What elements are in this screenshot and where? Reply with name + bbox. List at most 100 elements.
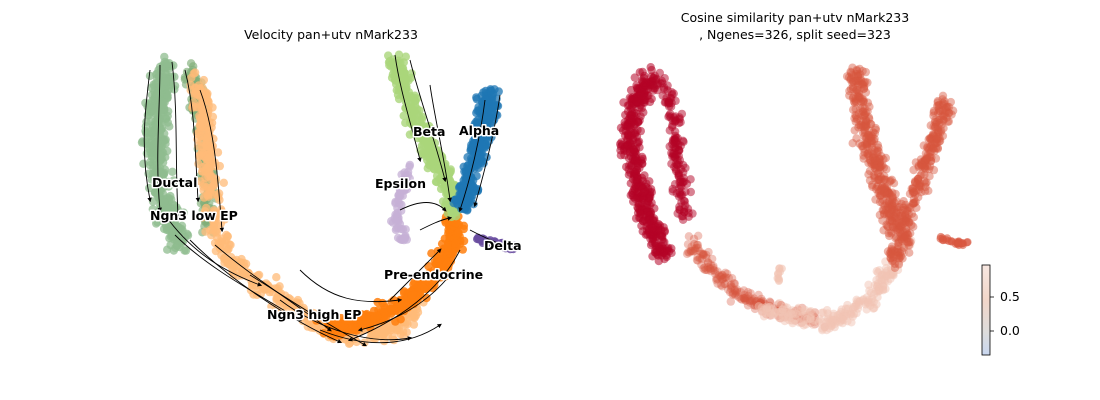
point-pre-endocrine <box>442 259 452 268</box>
point-ngn3-high-ep <box>237 271 247 280</box>
point-cosine-mid <box>954 239 963 248</box>
point-beta <box>399 111 408 121</box>
point-cosine-high <box>626 124 635 133</box>
colorbar-tick-label-high: 0.5 <box>1000 289 1020 304</box>
point-cosine-low <box>870 281 879 290</box>
point-ductal <box>155 114 164 123</box>
point-beta <box>415 117 425 126</box>
point-ngn3-high-ep <box>197 142 207 151</box>
point-beta <box>401 52 410 61</box>
point-alpha <box>474 163 483 173</box>
point-cosine-high <box>632 97 642 106</box>
point-beta <box>404 76 413 85</box>
point-cosine-mid <box>887 175 897 184</box>
point-pre-endocrine <box>357 310 366 319</box>
point-ductal <box>159 198 169 207</box>
point-alpha <box>466 127 475 136</box>
point-beta <box>401 103 410 113</box>
point-cosine-high <box>686 175 695 184</box>
point-ngn3-high-ep <box>209 134 218 143</box>
point-ductal <box>180 246 189 255</box>
point-ductal <box>164 107 173 116</box>
point-ngn3-high-ep <box>195 121 205 131</box>
point-cosine-mid <box>856 121 866 130</box>
point-cosine-mid <box>685 248 694 257</box>
velocity-streamlines <box>143 54 508 347</box>
point-ductal <box>168 167 177 176</box>
point-beta <box>423 164 432 173</box>
streamline <box>174 234 302 322</box>
point-cosine-mid <box>730 285 739 295</box>
point-cosine-low <box>770 308 780 317</box>
point-cosine-mid <box>848 139 857 148</box>
point-cosine-high <box>625 93 634 103</box>
point-ngn3-high-ep <box>236 258 245 267</box>
point-ngn3-high-ep <box>409 320 419 329</box>
point-cosine-mid <box>854 69 863 79</box>
point-cosine-low <box>806 314 815 324</box>
point-ngn3-high-ep <box>221 238 230 247</box>
velocity-title: Velocity pan+utv nMark233 <box>244 27 418 42</box>
point-beta <box>430 149 439 158</box>
point-cosine-mid <box>911 178 920 187</box>
point-ngn3-high-ep <box>205 126 214 135</box>
point-cosine-high <box>660 83 669 92</box>
point-alpha <box>472 93 481 102</box>
point-pre-endocrine <box>421 275 431 285</box>
point-cosine-high <box>646 62 655 72</box>
point-cosine-high <box>678 215 688 224</box>
point-ductal <box>152 219 161 228</box>
point-cosine-mid <box>922 178 931 187</box>
point-cosine-mid <box>854 109 864 118</box>
point-alpha <box>479 108 488 118</box>
point-cosine-high <box>668 187 677 196</box>
point-cosine-low <box>817 317 826 326</box>
point-cosine-high <box>648 252 657 261</box>
cluster-label-beta: Beta <box>413 124 445 139</box>
point-cosine-low <box>830 319 840 328</box>
point-ngn3-high-ep <box>212 226 221 235</box>
point-ngn3-high-ep <box>413 308 423 317</box>
point-beta <box>387 62 396 71</box>
point-cosine-high <box>630 194 640 203</box>
point-cosine-mid <box>948 106 958 115</box>
point-ductal <box>151 136 161 145</box>
streamline <box>184 69 201 203</box>
point-cosine-high <box>667 248 676 258</box>
point-beta <box>410 106 419 115</box>
point-ductal <box>139 159 148 168</box>
point-beta <box>400 68 409 77</box>
point-ngn3-high-ep <box>380 336 389 346</box>
point-pre-endocrine <box>454 228 463 237</box>
streamline <box>199 89 225 233</box>
point-pre-endocrine <box>409 280 418 289</box>
point-ductal <box>161 77 170 86</box>
point-cosine-high <box>679 168 688 177</box>
point-beta <box>384 51 393 60</box>
point-ductal <box>172 236 181 245</box>
point-pre-endocrine <box>341 316 350 326</box>
point-delta <box>474 235 483 244</box>
point-cosine-low <box>818 326 827 335</box>
point-pre-endocrine <box>347 324 356 333</box>
point-cosine-mid <box>874 143 883 152</box>
cluster-label-ngn3-high-ep: Ngn3 high EP <box>267 307 361 322</box>
point-ngn3-high-ep <box>398 327 408 336</box>
point-ngn3-high-ep <box>344 339 354 348</box>
streamline <box>429 84 452 203</box>
point-ngn3-high-ep <box>213 148 223 157</box>
point-beta <box>429 164 439 173</box>
point-cosine-high <box>620 150 629 160</box>
point-cosine-mid <box>888 257 897 266</box>
point-ngn3-high-ep <box>275 282 284 291</box>
point-beta <box>405 130 415 139</box>
colorbar-tick-label-low: 0.0 <box>1000 323 1020 338</box>
point-alpha <box>484 115 494 124</box>
point-beta <box>447 212 456 222</box>
point-alpha <box>466 143 476 153</box>
point-pre-endocrine <box>426 270 436 279</box>
streamline <box>347 249 461 342</box>
point-ngn3-high-ep <box>206 172 216 181</box>
point-ductal <box>169 61 178 70</box>
